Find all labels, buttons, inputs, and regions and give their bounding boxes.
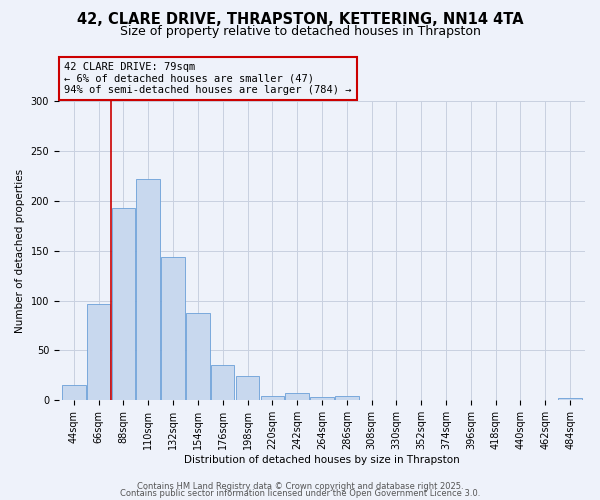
Bar: [286, 394, 309, 400]
Bar: [186, 312, 209, 400]
Bar: [335, 396, 359, 400]
Bar: [236, 376, 259, 400]
Y-axis label: Number of detached properties: Number of detached properties: [15, 168, 25, 332]
Bar: [87, 304, 110, 400]
Bar: [62, 386, 86, 400]
Bar: [260, 396, 284, 400]
Text: 42, CLARE DRIVE, THRAPSTON, KETTERING, NN14 4TA: 42, CLARE DRIVE, THRAPSTON, KETTERING, N…: [77, 12, 523, 28]
Text: Size of property relative to detached houses in Thrapston: Size of property relative to detached ho…: [119, 25, 481, 38]
Bar: [136, 179, 160, 400]
Text: 42 CLARE DRIVE: 79sqm
← 6% of detached houses are smaller (47)
94% of semi-detac: 42 CLARE DRIVE: 79sqm ← 6% of detached h…: [64, 62, 352, 95]
Bar: [112, 208, 135, 400]
Bar: [559, 398, 582, 400]
Bar: [211, 366, 235, 400]
Bar: [310, 398, 334, 400]
Text: Contains public sector information licensed under the Open Government Licence 3.: Contains public sector information licen…: [120, 489, 480, 498]
Text: Contains HM Land Registry data © Crown copyright and database right 2025.: Contains HM Land Registry data © Crown c…: [137, 482, 463, 491]
X-axis label: Distribution of detached houses by size in Thrapston: Distribution of detached houses by size …: [184, 455, 460, 465]
Bar: [161, 256, 185, 400]
